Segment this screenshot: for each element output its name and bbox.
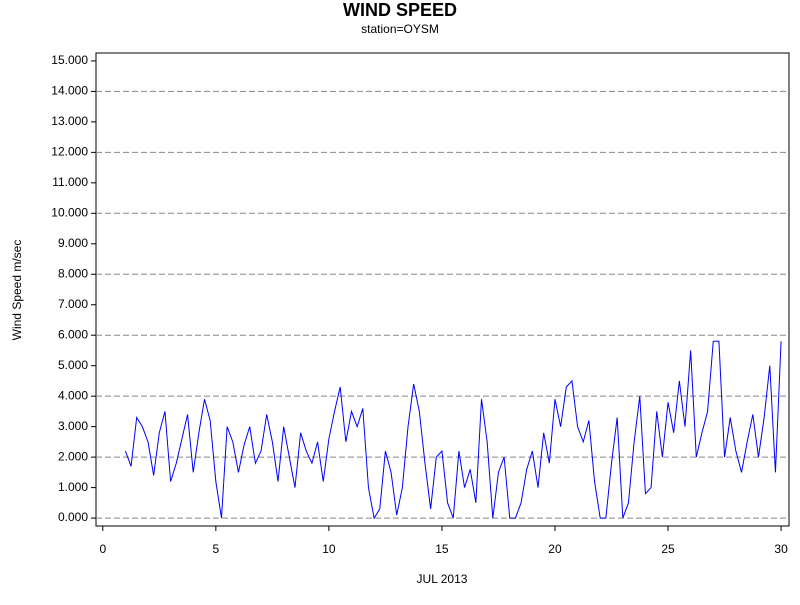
- y-tick-label: 14.000: [51, 84, 88, 98]
- y-tick-label: 5.000: [58, 358, 88, 372]
- plot-frame: [95, 52, 790, 527]
- y-axis-label: Wind Speed m/sec: [10, 240, 24, 341]
- chart-title: WIND SPEED: [343, 0, 457, 20]
- y-tick-label: 1.000: [58, 480, 88, 494]
- y-tick-label: 2.000: [58, 449, 88, 463]
- y-tick-label: 12.000: [51, 145, 88, 159]
- x-tick-label: 25: [661, 542, 675, 556]
- y-tick-label: 6.000: [58, 327, 88, 341]
- x-axis-label: JUL 2013: [417, 572, 468, 586]
- y-tick-label: 7.000: [58, 297, 88, 311]
- y-tick-label: 13.000: [51, 114, 88, 128]
- data-line: [124, 340, 782, 520]
- y-tick-label: 10.000: [51, 205, 88, 219]
- x-tick-label: 10: [322, 542, 336, 556]
- x-tick-label: 0: [99, 542, 106, 556]
- y-tick-label: 15.000: [51, 53, 88, 67]
- y-tick-label: 3.000: [58, 419, 88, 433]
- x-tick-label: 15: [435, 542, 449, 556]
- y-tick-label: 11.000: [52, 175, 88, 189]
- y-tick-label: 0.000: [58, 510, 88, 524]
- x-tick-label: 30: [774, 542, 788, 556]
- chart-subtitle: station=OYSM: [361, 22, 439, 36]
- x-tick-label: 5: [212, 542, 219, 556]
- y-tick-label: 4.000: [58, 388, 88, 402]
- y-tick-label: 8.000: [58, 266, 88, 280]
- x-tick-label: 20: [548, 542, 562, 556]
- y-tick-label: 9.000: [58, 236, 88, 250]
